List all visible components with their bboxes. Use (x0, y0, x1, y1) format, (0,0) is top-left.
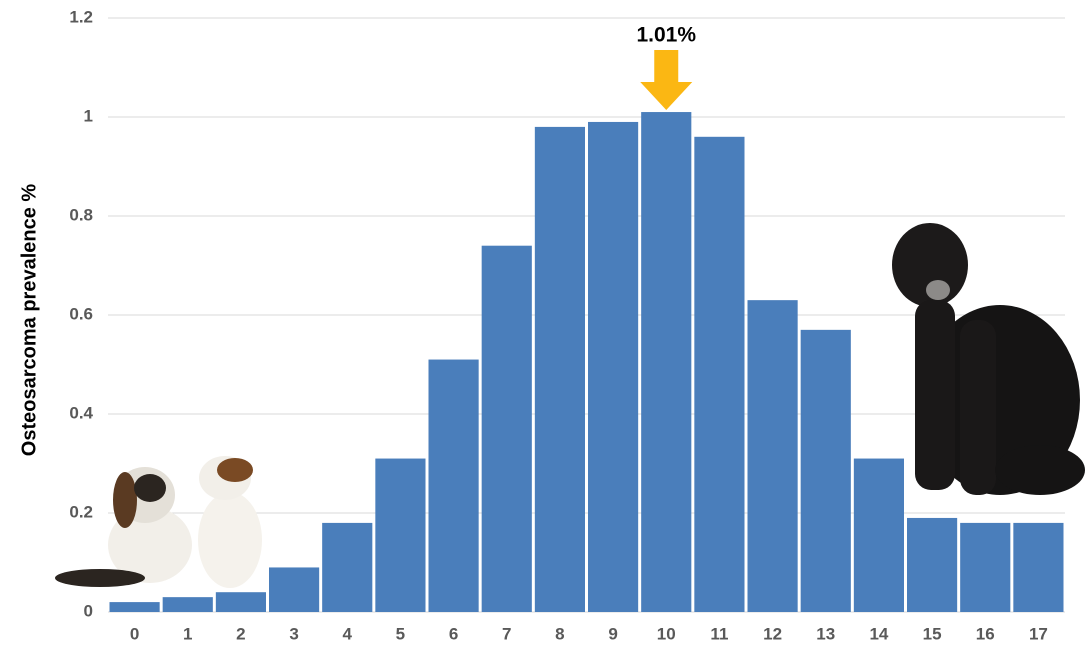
x-tick-label: 12 (763, 624, 782, 643)
bar (163, 597, 213, 612)
bar (535, 127, 585, 612)
bar (854, 459, 904, 612)
bar (429, 360, 479, 612)
y-axis-label: Osteosarcoma prevalence % (18, 184, 40, 457)
bar (375, 459, 425, 612)
y-tick-label: 0 (84, 601, 93, 620)
x-tick-label: 14 (869, 624, 888, 643)
annotation-arrow (640, 50, 692, 110)
x-tick-label: 17 (1029, 624, 1048, 643)
x-tick-label: 4 (343, 624, 353, 643)
x-tick-label: 9 (608, 624, 617, 643)
y-tick-label: 0.2 (69, 502, 93, 521)
bar (216, 592, 266, 612)
bar (1013, 523, 1063, 612)
y-tick-label: 0.6 (69, 304, 93, 323)
y-tick-label: 1.2 (69, 7, 93, 26)
x-tick-label: 10 (657, 624, 676, 643)
bar (748, 300, 798, 612)
x-tick-label: 11 (710, 624, 728, 643)
x-tick-label: 1 (183, 624, 192, 643)
bar (801, 330, 851, 612)
bar (269, 567, 319, 612)
bar (907, 518, 957, 612)
bar (482, 246, 532, 612)
x-tick-label: 6 (449, 624, 458, 643)
annotation-label: 1.01% (636, 24, 696, 47)
bar (588, 122, 638, 612)
x-tick-label: 8 (555, 624, 564, 643)
x-tick-label: 0 (130, 624, 139, 643)
x-tick-label: 5 (396, 624, 405, 643)
x-tick-label: 2 (236, 624, 245, 643)
y-tick-label: 0.8 (69, 205, 93, 224)
bar (641, 112, 691, 612)
x-tick-label: 16 (976, 624, 995, 643)
y-tick-label: 1 (84, 106, 93, 125)
y-tick-label: 0.4 (69, 403, 93, 422)
x-tick-label: 3 (289, 624, 298, 643)
x-tick-label: 7 (502, 624, 511, 643)
labrador-illustration (892, 223, 1085, 495)
chart: Osteosarcoma prevalence % 0 0.2 0.4 0.6 0.8 1… (0, 0, 1088, 649)
bar (322, 523, 372, 612)
x-tick-label: 13 (816, 624, 835, 643)
x-tick-label: 15 (923, 624, 942, 643)
bar (694, 137, 744, 612)
bar (960, 523, 1010, 612)
bar (110, 602, 160, 612)
puppies-illustration (55, 456, 262, 588)
